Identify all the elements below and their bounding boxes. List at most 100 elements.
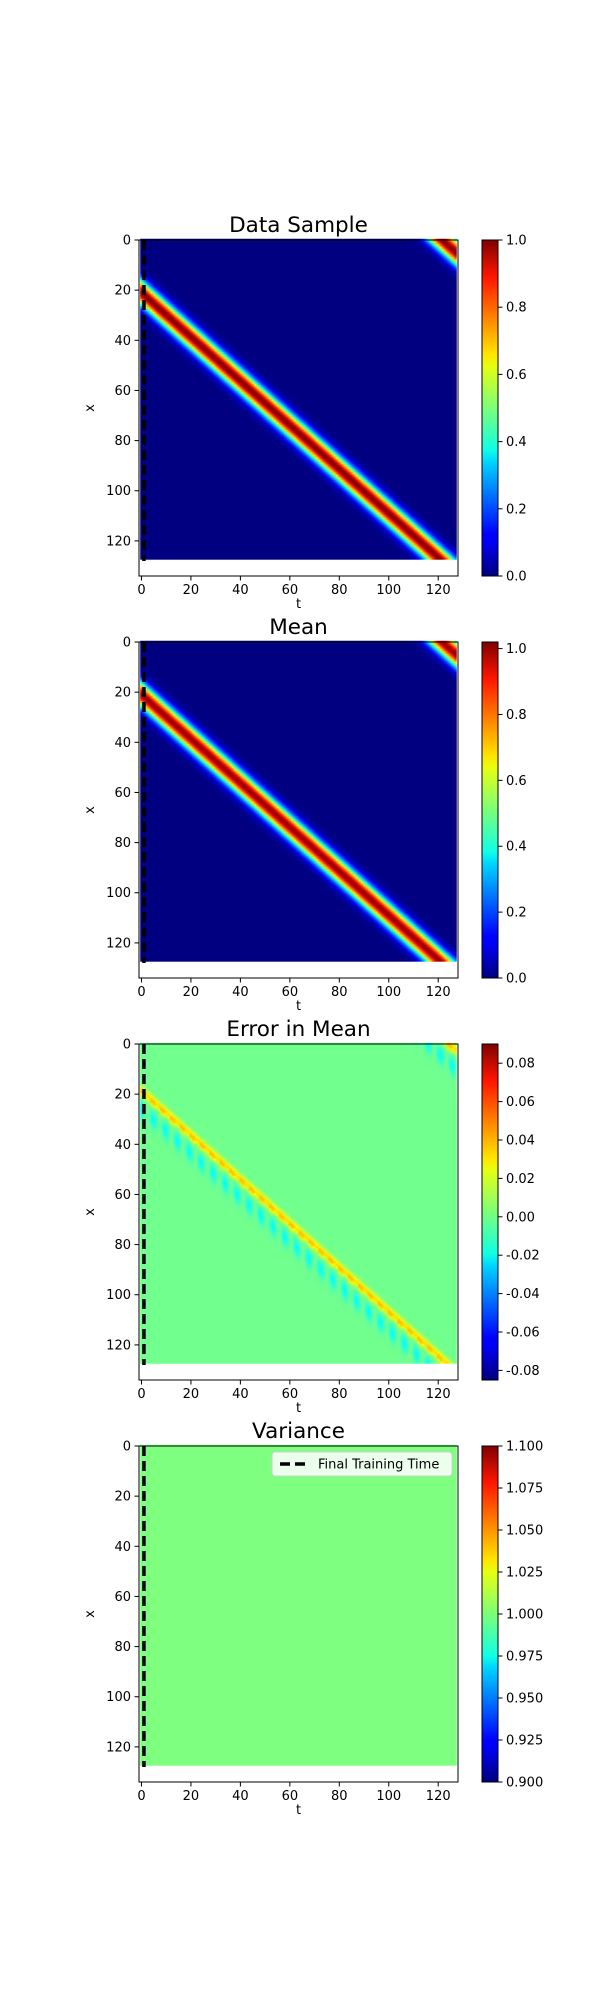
chart-title: Variance	[252, 1419, 345, 1444]
x-tick-label: 40	[232, 1789, 249, 1804]
y-tick-label: 120	[106, 936, 131, 951]
colorbar-tick-label: 0.08	[506, 1057, 535, 1072]
x-tick-label: 120	[426, 1789, 451, 1804]
x-axis-label: t	[296, 1803, 301, 1818]
x-tick-label: 40	[232, 1387, 249, 1402]
y-tick-label: 80	[114, 1640, 131, 1655]
colorbar-tick-label: 0.900	[506, 1776, 543, 1791]
x-tick-label: 20	[183, 1387, 200, 1402]
colorbar-tick-label: 0.6	[506, 368, 527, 383]
x-tick-label: 0	[137, 1789, 145, 1804]
colorbar-tick-label: 0.925	[506, 1734, 543, 1749]
subplot-3: 0 20 40 60 80 100 120 0 20 40 60 80 100 120 Error in M…	[83, 1017, 540, 1416]
y-tick-label: 120	[106, 534, 131, 549]
colorbar	[481, 239, 499, 577]
x-tick-label: 80	[331, 1789, 348, 1804]
x-tick-label: 80	[331, 985, 348, 1000]
x-tick-label: 40	[232, 583, 249, 598]
x-tick-label: 20	[183, 1789, 200, 1804]
x-axis-label: t	[296, 1401, 301, 1416]
y-tick-label: 0	[123, 1038, 131, 1053]
plot-frame	[138, 641, 459, 979]
x-tick-label: 60	[282, 1789, 299, 1804]
y-tick-label: 100	[106, 1288, 131, 1303]
y-tick-label: 0	[123, 234, 131, 249]
x-tick-label: 120	[426, 985, 451, 1000]
x-tick-label: 0	[137, 1387, 145, 1402]
y-tick-label: 40	[114, 1540, 131, 1555]
colorbar-tick-label: 0.8	[506, 301, 527, 316]
y-axis-label: x	[83, 806, 98, 814]
x-tick-label: 100	[376, 985, 401, 1000]
y-tick-label: 80	[114, 1238, 131, 1253]
x-tick-label: 80	[331, 583, 348, 598]
x-tick-label: 100	[376, 1789, 401, 1804]
colorbar-tick-label: 0.2	[506, 906, 527, 921]
y-tick-label: 20	[114, 686, 131, 701]
colorbar-tick-label: 0.06	[506, 1095, 535, 1110]
y-tick-label: 80	[114, 434, 131, 449]
heatmap-image	[140, 1444, 457, 1766]
y-axis-label: x	[83, 1610, 98, 1618]
colorbar-tick-label: 1.050	[506, 1524, 543, 1539]
x-tick-label: 0	[137, 583, 145, 598]
heatmap-image	[140, 238, 457, 560]
y-tick-label: 40	[114, 1138, 131, 1153]
plot-frame	[138, 1043, 459, 1381]
heatmap-image	[140, 1042, 457, 1364]
x-tick-label: 80	[331, 1387, 348, 1402]
y-tick-label: 40	[114, 334, 131, 349]
subplot-2: 0 20 40 60 80 100 120 0 20 40 60 80 100 120 Mean t x 0.0 0…	[83, 615, 527, 1014]
y-axis-label: x	[83, 404, 98, 412]
x-tick-label: 0	[137, 985, 145, 1000]
chart-title: Mean	[269, 615, 328, 640]
y-tick-label: 120	[106, 1740, 131, 1755]
colorbar-tick-label: 0.6	[506, 774, 527, 789]
y-axis-label: x	[83, 1208, 98, 1216]
y-tick-label: 40	[114, 736, 131, 751]
chart-title: Data Sample	[229, 213, 368, 238]
colorbar-tick-label: 0.02	[506, 1172, 535, 1187]
colorbar	[481, 1445, 499, 1783]
x-tick-label: 120	[426, 1387, 451, 1402]
y-tick-label: 60	[114, 1590, 131, 1605]
y-tick-label: 100	[106, 1690, 131, 1705]
colorbar-tick-label: -0.04	[506, 1287, 540, 1302]
colorbar	[481, 641, 499, 979]
colorbar-tick-label: 0.4	[506, 435, 527, 450]
y-tick-label: 100	[106, 886, 131, 901]
x-tick-label: 60	[282, 1387, 299, 1402]
colorbar-tick-label: 0.4	[506, 840, 527, 855]
x-axis-label: t	[296, 999, 301, 1014]
legend-label: Final Training Time	[318, 1458, 439, 1473]
colorbar	[481, 1043, 499, 1381]
y-tick-label: 20	[114, 284, 131, 299]
colorbar-tick-label: 1.000	[506, 1608, 543, 1623]
y-tick-label: 100	[106, 484, 131, 499]
colorbar-tick-label: 0.950	[506, 1692, 543, 1707]
colorbar-tick-label: 0.0	[506, 570, 527, 585]
colorbar-tick-label: 0.00	[506, 1210, 535, 1225]
y-tick-label: 120	[106, 1338, 131, 1353]
subplot-1: 0 20 40 60 80 100 120 0 20 40 60 80 100 120 Data Sampl…	[83, 213, 527, 612]
y-tick-label: 60	[114, 384, 131, 399]
colorbar-tick-label: 1.075	[506, 1482, 543, 1497]
x-tick-label: 120	[426, 583, 451, 598]
y-tick-label: 20	[114, 1088, 131, 1103]
plot-frame	[138, 1445, 459, 1783]
y-tick-label: 0	[123, 1440, 131, 1455]
colorbar-tick-label: 0.8	[506, 708, 527, 723]
legend-box	[271, 1451, 453, 1477]
y-tick-label: 60	[114, 786, 131, 801]
colorbar-tick-label: -0.08	[506, 1364, 540, 1379]
x-tick-label: 100	[376, 1387, 401, 1402]
colorbar-tick-label: 1.025	[506, 1566, 543, 1581]
subplot-4: 0 20 40 60 80 100 120 0 20 40 60 80 100 120 Variance t x…	[83, 1419, 543, 1818]
colorbar-tick-label: 1.0	[506, 642, 527, 657]
colorbar-tick-label: 0.04	[506, 1134, 535, 1149]
colorbar-tick-label: 0.2	[506, 502, 527, 517]
x-tick-label: 60	[282, 583, 299, 598]
y-tick-label: 80	[114, 836, 131, 851]
colorbar-tick-label: -0.06	[506, 1326, 540, 1341]
